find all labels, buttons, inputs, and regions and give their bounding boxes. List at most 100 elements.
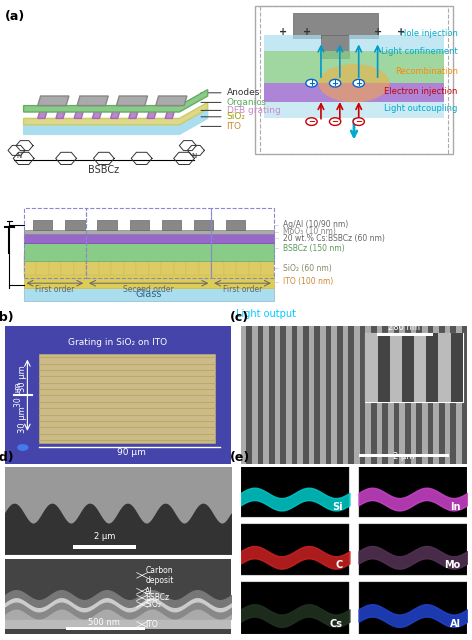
Text: Light outcoupling: Light outcoupling <box>385 104 458 113</box>
Text: (c): (c) <box>229 310 249 324</box>
Bar <box>411 326 416 464</box>
Bar <box>241 524 349 575</box>
Text: SiO₂: SiO₂ <box>201 112 245 122</box>
Bar <box>405 326 411 464</box>
Text: +: + <box>279 27 287 37</box>
Bar <box>263 326 269 464</box>
Bar <box>194 220 213 230</box>
Bar <box>365 326 371 464</box>
Bar <box>86 261 99 275</box>
Bar <box>309 326 314 464</box>
Bar <box>61 261 74 275</box>
Bar <box>241 326 246 464</box>
Bar <box>399 326 405 464</box>
Bar <box>414 333 426 402</box>
Bar <box>337 326 343 464</box>
Bar <box>161 261 174 275</box>
Bar <box>236 261 249 275</box>
Text: 500 nm: 500 nm <box>88 618 120 627</box>
Polygon shape <box>147 109 157 118</box>
Bar <box>65 220 84 230</box>
Text: Hole injection: Hole injection <box>400 29 458 38</box>
Bar <box>24 241 274 261</box>
Bar <box>293 13 378 38</box>
Text: ITO: ITO <box>145 620 158 629</box>
Circle shape <box>329 79 341 87</box>
Polygon shape <box>77 96 108 106</box>
Text: BSBCz: BSBCz <box>145 593 169 602</box>
Polygon shape <box>74 109 84 118</box>
Bar <box>241 582 349 634</box>
Bar <box>359 454 449 457</box>
Bar <box>269 326 275 464</box>
Bar <box>456 326 462 464</box>
Bar <box>211 208 274 278</box>
Text: Anodes: Anodes <box>201 88 260 97</box>
Bar <box>377 326 382 464</box>
Text: 20 wt.% Cs:BSBCz (60 nm): 20 wt.% Cs:BSBCz (60 nm) <box>283 234 385 243</box>
Text: 90 μm: 90 μm <box>117 448 146 457</box>
Bar <box>426 333 438 402</box>
Text: (e): (e) <box>229 451 250 464</box>
Bar <box>136 261 149 275</box>
Circle shape <box>329 118 341 125</box>
Text: +: + <box>332 79 338 88</box>
Bar <box>49 254 61 275</box>
Text: Al: Al <box>145 587 152 596</box>
Text: C: C <box>336 561 343 570</box>
Bar <box>450 326 456 464</box>
Bar <box>428 326 433 464</box>
Bar <box>359 524 467 575</box>
Circle shape <box>353 79 364 87</box>
Bar <box>186 261 199 275</box>
Polygon shape <box>24 90 208 112</box>
Text: −: − <box>355 117 362 126</box>
Bar <box>149 254 161 275</box>
Circle shape <box>17 444 28 451</box>
Bar <box>354 326 360 464</box>
Text: Light confinement: Light confinement <box>381 47 458 56</box>
Polygon shape <box>117 96 148 106</box>
Text: In: In <box>450 502 461 512</box>
Bar <box>174 254 186 275</box>
Bar <box>226 220 245 230</box>
Text: SiO₂ (60 nm): SiO₂ (60 nm) <box>283 264 332 273</box>
Bar <box>258 326 263 464</box>
Bar <box>326 326 331 464</box>
Bar <box>249 254 261 275</box>
Bar <box>275 326 280 464</box>
Bar <box>199 254 211 275</box>
Bar <box>5 559 231 634</box>
Bar <box>241 465 349 517</box>
Text: Glass: Glass <box>135 289 162 300</box>
Text: 30 μm: 30 μm <box>18 365 27 392</box>
Polygon shape <box>24 102 208 125</box>
Polygon shape <box>38 109 48 118</box>
Text: Mo: Mo <box>444 561 461 570</box>
Bar <box>321 35 349 58</box>
Bar <box>422 326 428 464</box>
Text: Second order: Second order <box>123 285 174 294</box>
Text: First order: First order <box>223 285 262 294</box>
Bar <box>111 261 124 275</box>
Bar <box>360 326 365 464</box>
Bar <box>359 582 467 634</box>
Bar <box>349 35 444 51</box>
Polygon shape <box>165 109 175 118</box>
Bar <box>261 261 274 275</box>
Bar <box>314 326 320 464</box>
Circle shape <box>306 79 317 87</box>
Text: SiO₂: SiO₂ <box>145 600 161 609</box>
Bar <box>390 333 402 402</box>
Text: −: − <box>332 117 338 126</box>
Bar <box>382 326 388 464</box>
Bar <box>99 254 111 275</box>
Bar <box>320 326 326 464</box>
Bar <box>252 326 258 464</box>
Text: +: + <box>355 79 362 88</box>
Bar <box>303 326 309 464</box>
Text: BSBCz: BSBCz <box>88 164 119 175</box>
Bar <box>378 333 390 402</box>
Bar <box>86 208 211 278</box>
Text: MoO₃ (10 nm): MoO₃ (10 nm) <box>283 227 336 236</box>
